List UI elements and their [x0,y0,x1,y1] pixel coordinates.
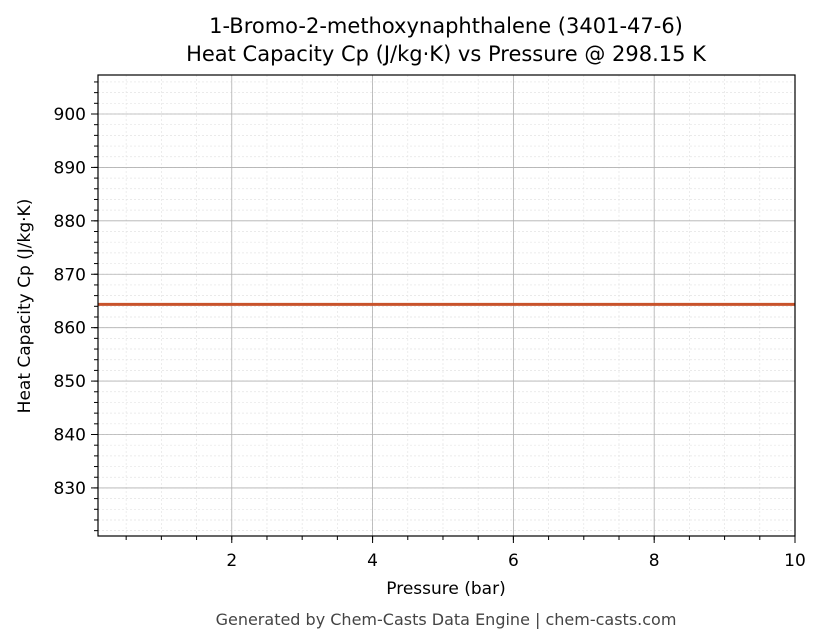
footer: Generated by Chem-Casts Data Engine | ch… [216,610,677,629]
x-tick-label: 2 [226,551,237,571]
chart-title: 1-Bromo-2-methoxynaphthalene (3401-47-6) [209,14,683,38]
y-tick-label: 850 [54,372,86,392]
x-axis-label: Pressure (bar) [386,579,505,599]
x-tick-label: 6 [508,551,519,571]
x-tick-label: 8 [649,551,660,571]
y-tick-label: 870 [54,265,86,285]
y-tick-label: 830 [54,479,86,499]
y-tick-label: 840 [54,426,86,446]
y-tick-label: 900 [54,105,86,125]
y-tick-label: 890 [54,158,86,178]
y-tick-label: 860 [54,319,86,339]
y-tick-label: 880 [54,212,86,232]
x-tick-label: 4 [367,551,378,571]
plot-frame [97,74,796,537]
y-axis-label: Heat Capacity Cp (J/kg·K) [15,199,35,414]
chart-subtitle: Heat Capacity Cp (J/kg·K) vs Pressure @ … [186,42,707,66]
x-tick-label: 10 [784,551,806,571]
